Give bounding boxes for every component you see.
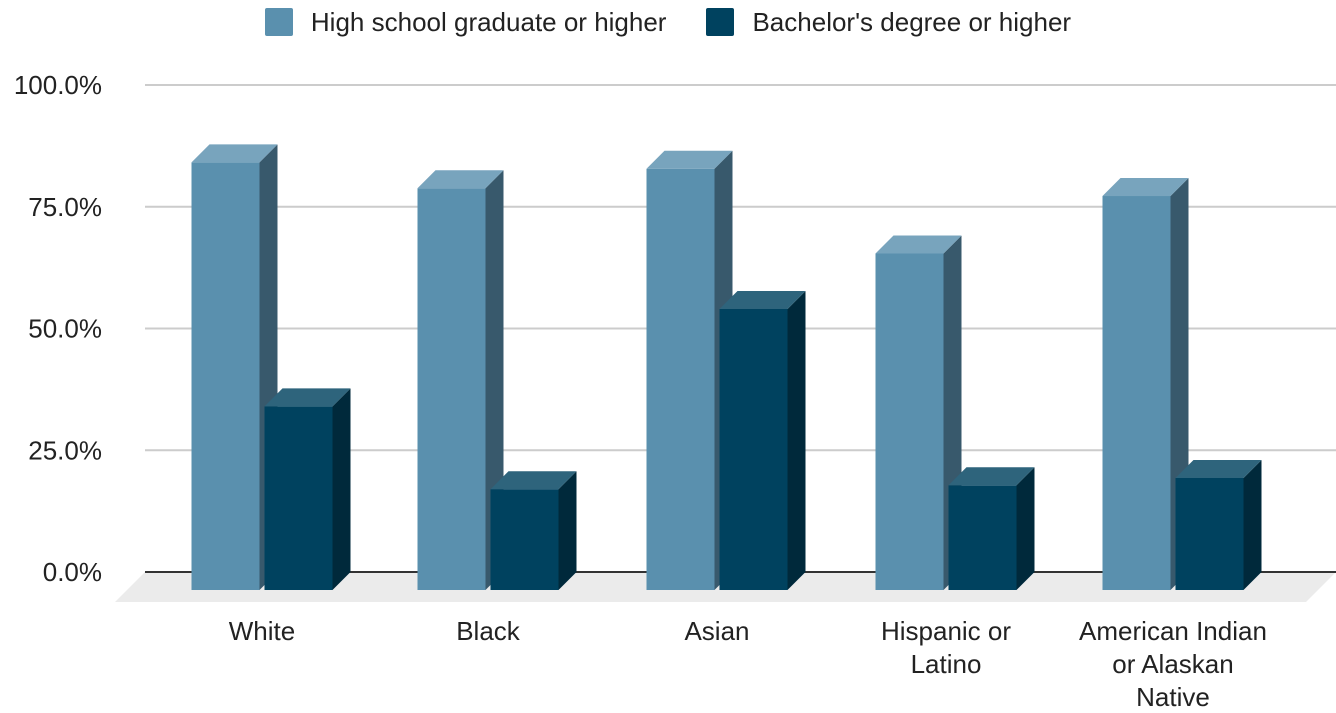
y-tick-label: 0.0% (43, 557, 102, 587)
bar-top (1175, 459, 1262, 478)
bar (1102, 196, 1171, 590)
legend-label-high-school: High school graduate or higher (310, 6, 667, 37)
bar-top (490, 471, 577, 490)
x-tick-label: Latino (911, 649, 982, 679)
x-tick-label: Asian (684, 616, 749, 646)
legend-label-bachelors: Bachelor's degree or higher (752, 6, 1072, 37)
bar-side (787, 291, 806, 590)
bar-side (558, 471, 577, 590)
legend-item-high-school: High school graduate or higher (264, 6, 667, 38)
bar (264, 406, 333, 590)
bar (490, 489, 559, 590)
legend-swatch-high-school (264, 8, 293, 36)
y-tick-label: 50.0% (28, 314, 102, 344)
y-tick-label: 25.0% (28, 435, 102, 465)
bar-top (646, 150, 733, 169)
bar (719, 309, 788, 590)
bar (875, 253, 944, 590)
bar-top (719, 291, 806, 310)
bar-top (1102, 178, 1189, 197)
bar (1175, 477, 1244, 590)
x-tick-label: American Indian (1079, 616, 1267, 646)
x-tick-label: Native (1136, 682, 1210, 712)
legend: High school graduate or higher Bachelor'… (0, 0, 1336, 44)
bar-side (332, 388, 351, 590)
bar-top (264, 388, 351, 407)
x-tick-label: Hispanic or (881, 616, 1011, 646)
bar-top (875, 235, 962, 254)
x-tick-label: Black (456, 616, 521, 646)
bar-side (1243, 459, 1262, 590)
legend-item-bachelors: Bachelor's degree or higher (706, 7, 1071, 38)
bar (948, 485, 1017, 590)
bar-top (417, 170, 504, 189)
y-tick-label: 100.0% (14, 70, 102, 100)
x-tick-label: White (229, 616, 295, 646)
bar (417, 188, 486, 590)
bar-top (191, 144, 278, 163)
bar (191, 162, 260, 590)
legend-swatch-bachelors (706, 8, 735, 36)
x-tick-label: or Alaskan (1112, 649, 1233, 679)
bar-top (948, 467, 1035, 486)
y-tick-label: 75.0% (28, 192, 102, 222)
bar (646, 168, 715, 590)
bar-side (1016, 467, 1035, 590)
